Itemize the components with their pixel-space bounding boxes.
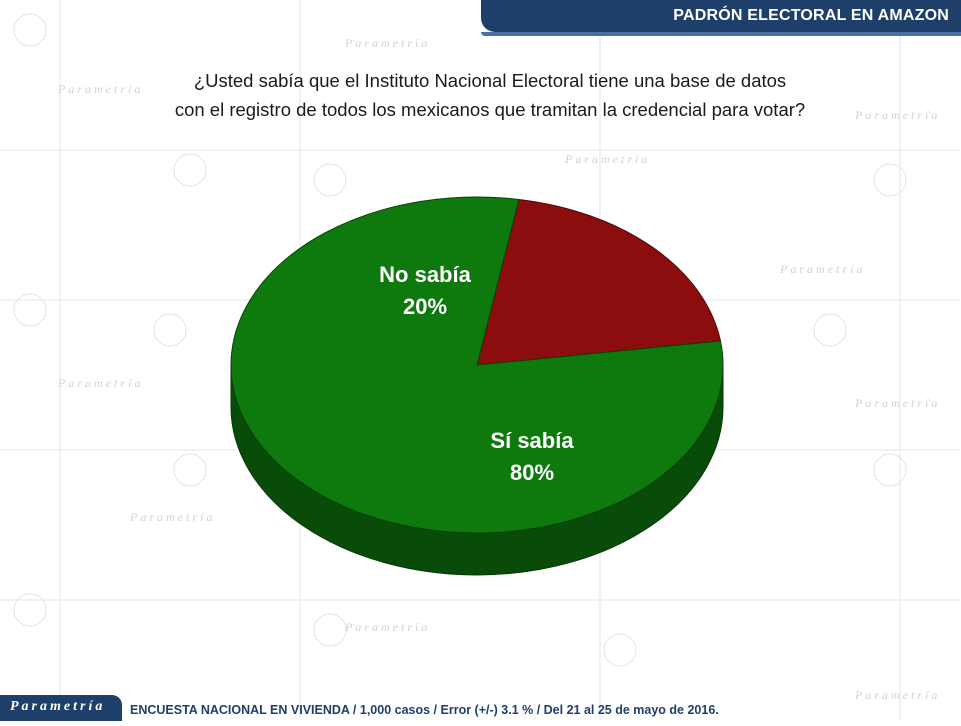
pie-slice-no-sabia xyxy=(476,198,722,366)
question-line-2: con el registro de todos los mexicanos q… xyxy=(174,99,806,120)
survey-question: ¿Usted sabía que el Instituto Nacional E… xyxy=(100,66,880,124)
header-accent xyxy=(481,32,961,36)
watermark-text: Parametría xyxy=(58,376,144,390)
question-line-1: ¿Usted sabía que el Instituto Nacional E… xyxy=(193,70,787,91)
header-bar: PADRÓN ELECTORAL EN AMAZON xyxy=(481,0,961,36)
pie-slice-si-sabia xyxy=(230,196,724,534)
slice-value-no-sabia: 20% xyxy=(403,294,447,319)
watermark-text: Parametría xyxy=(855,108,941,122)
slice-name-si-sabia: Sí sabía xyxy=(490,428,574,453)
watermark-text: Parametría xyxy=(130,510,216,524)
watermark-text: Parametría xyxy=(855,396,941,410)
footer-logo: Parametría xyxy=(0,695,122,721)
watermark-text: Parametría xyxy=(855,688,941,702)
watermark-text: Parametría xyxy=(565,152,651,166)
watermark-text: Parametría xyxy=(345,36,431,50)
slice-name-no-sabia: No sabía xyxy=(379,262,471,287)
watermark-text: Parametría xyxy=(58,82,144,96)
header-title: PADRÓN ELECTORAL EN AMAZON xyxy=(673,7,949,24)
slice-value-si-sabia: 80% xyxy=(510,460,554,485)
survey-note: ENCUESTA NACIONAL EN VIVIENDA / 1,000 ca… xyxy=(130,703,719,717)
watermark-text: Parametría xyxy=(345,620,431,634)
watermark-text: Parametría xyxy=(780,262,866,276)
footer-logo-text: Parametría xyxy=(10,699,106,714)
